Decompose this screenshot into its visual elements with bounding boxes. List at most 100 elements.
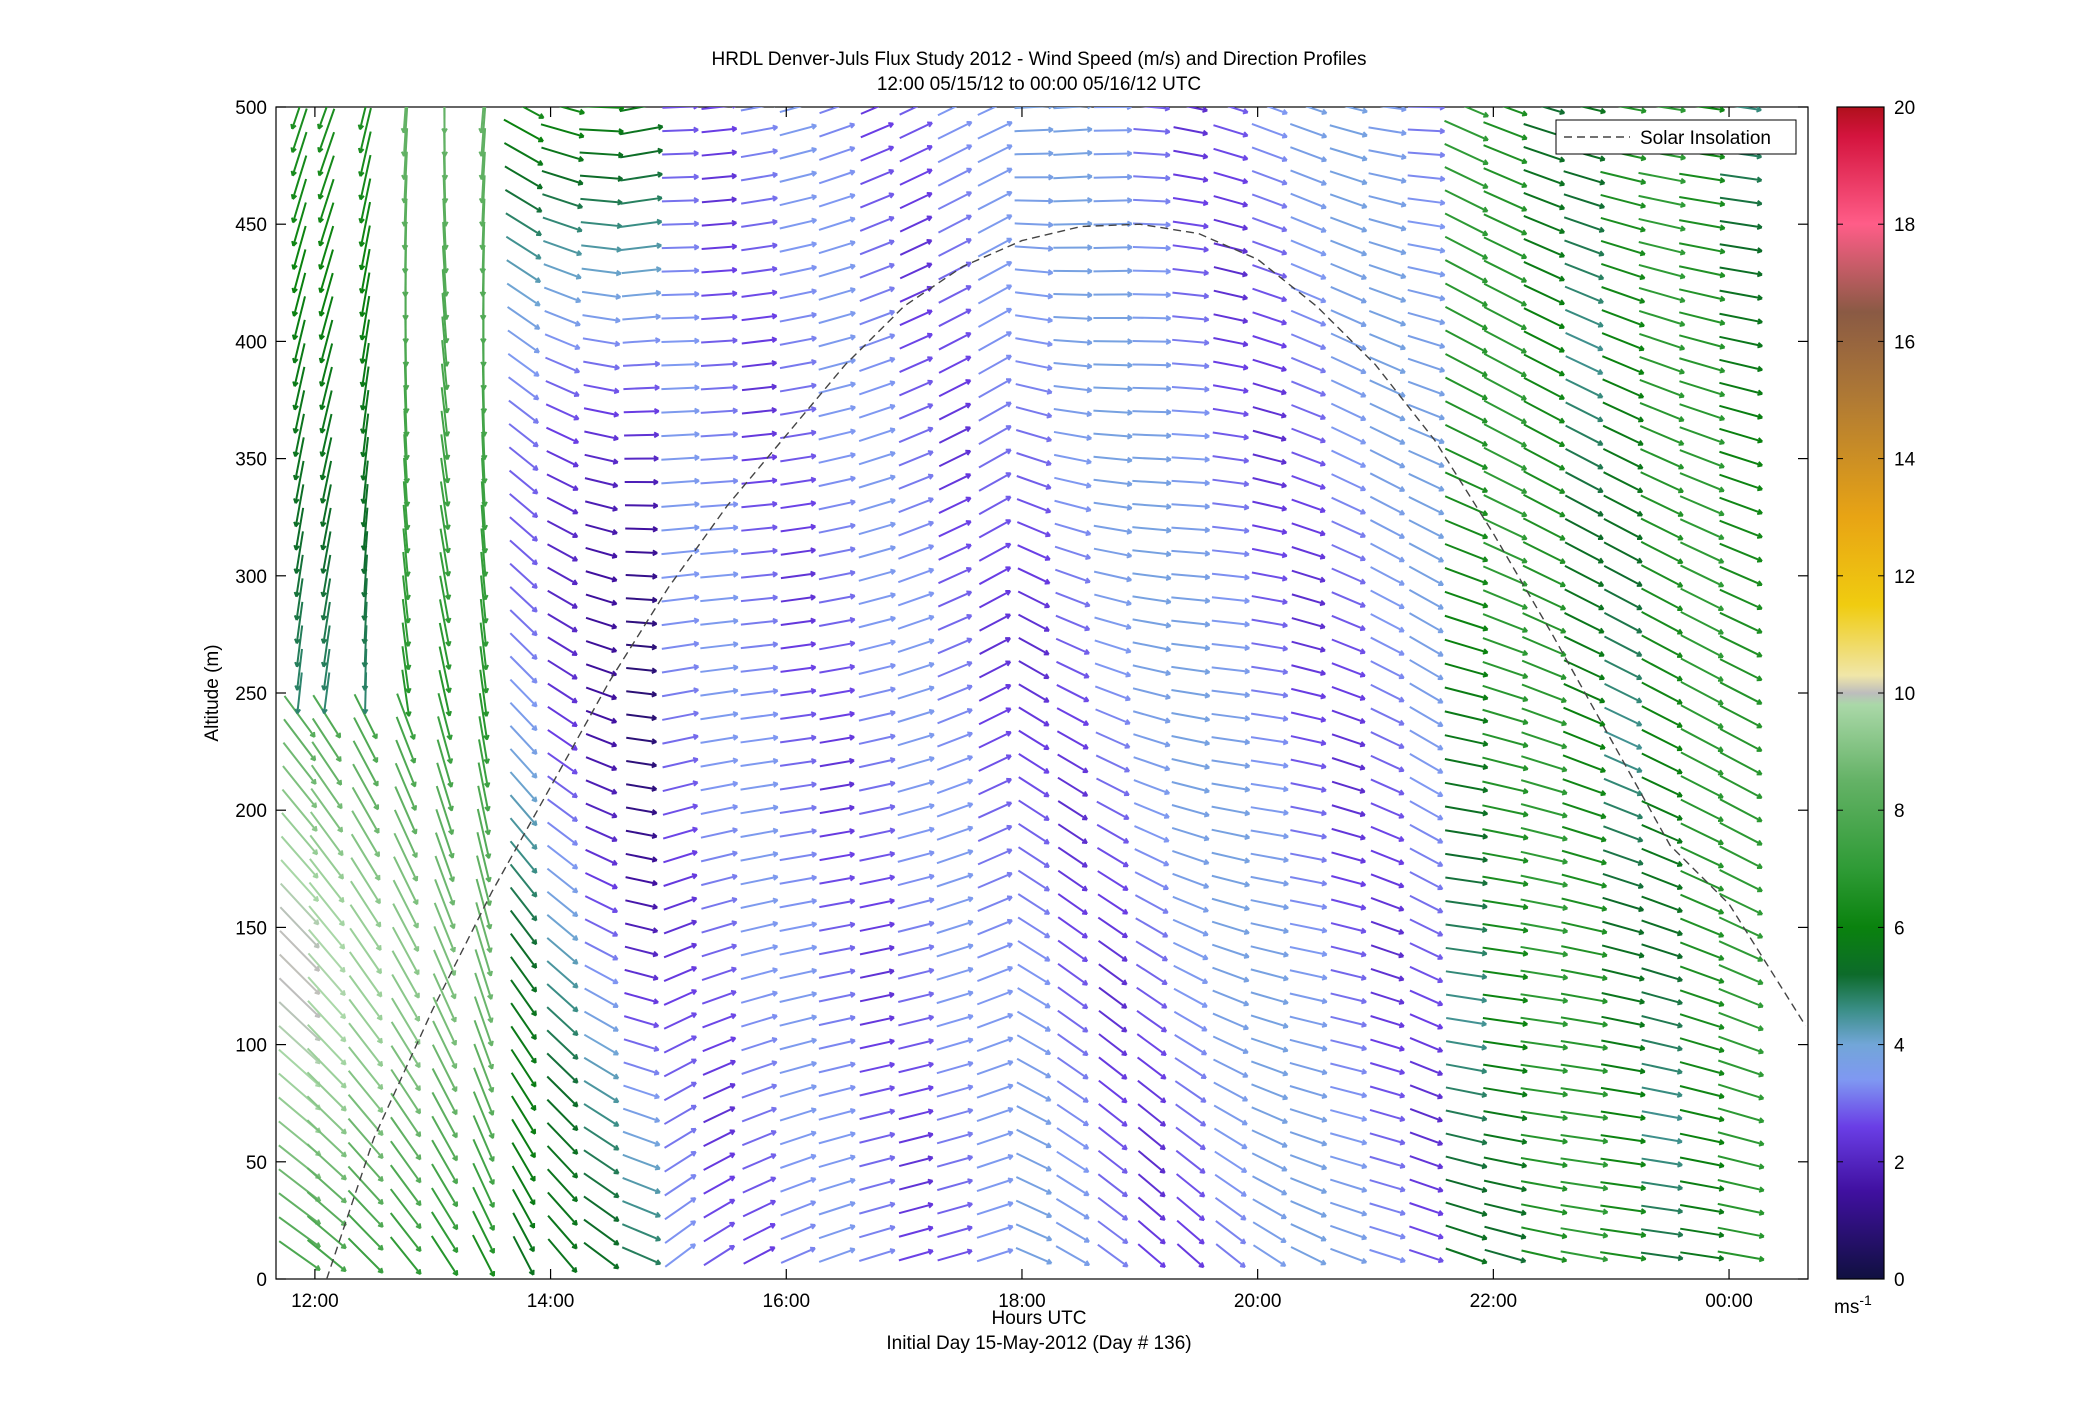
wind-arrow — [1482, 613, 1528, 633]
wind-arrow — [622, 1107, 661, 1124]
wind-arrow — [1719, 845, 1763, 869]
wind-arrow — [1523, 400, 1565, 424]
wind-arrow — [391, 950, 420, 999]
wind-arrow — [1483, 236, 1528, 260]
wind-arrow — [1445, 1063, 1488, 1075]
wind-arrow — [741, 1013, 778, 1028]
wind-arrow — [780, 1153, 817, 1169]
wind-arrow — [623, 360, 661, 368]
wind-arrow — [978, 707, 1012, 726]
wind-arrow — [1520, 1110, 1568, 1122]
wind-arrow — [1680, 798, 1724, 822]
wind-arrow — [859, 944, 895, 956]
wind-arrow — [389, 1164, 422, 1207]
wind-arrow — [1563, 683, 1606, 704]
wind-arrow — [1172, 895, 1209, 913]
wind-arrow — [858, 380, 896, 396]
wind-arrow — [818, 1038, 856, 1050]
wind-arrow — [1093, 338, 1133, 345]
wind-arrow — [1446, 1016, 1487, 1027]
wind-arrow — [1017, 544, 1051, 561]
wind-arrow — [1520, 1087, 1568, 1098]
wind-arrow — [1098, 1009, 1128, 1033]
wind-arrow — [578, 107, 625, 112]
wind-arrow — [818, 146, 856, 161]
wind-arrow — [1639, 355, 1685, 375]
wind-arrow — [818, 968, 856, 979]
wind-arrow — [661, 663, 700, 674]
wind-arrow — [478, 716, 490, 765]
wind-arrow — [1719, 289, 1763, 301]
wind-arrow — [977, 190, 1013, 211]
wind-arrow — [938, 402, 972, 421]
wind-arrow — [858, 757, 896, 769]
wind-arrow — [858, 427, 896, 442]
wind-arrow — [1641, 728, 1683, 752]
wind-arrow — [1015, 1199, 1053, 1219]
wind-arrow — [818, 1014, 856, 1027]
wind-arrow — [1600, 216, 1646, 233]
wind-arrow — [1018, 660, 1050, 680]
wind-arrow — [392, 879, 419, 929]
wind-arrow — [505, 212, 542, 237]
wind-arrow — [663, 873, 698, 887]
wind-arrow — [1290, 1246, 1327, 1266]
wind-arrow — [1407, 107, 1445, 111]
wind-arrow — [547, 729, 578, 751]
wind-arrow — [1132, 479, 1172, 487]
wind-arrow — [1329, 1178, 1368, 1193]
wind-arrow — [937, 590, 973, 608]
wind-arrow — [978, 495, 1012, 516]
wind-arrow — [1132, 687, 1171, 700]
wind-arrow — [898, 1202, 934, 1215]
wind-arrow — [292, 413, 305, 458]
wind-arrow — [1560, 1087, 1609, 1098]
wind-arrow — [1694, 107, 1725, 113]
wind-arrow — [859, 1038, 895, 1050]
wind-arrow — [898, 1131, 934, 1144]
wind-arrow — [293, 531, 304, 574]
wind-arrow — [474, 925, 493, 977]
wind-arrow — [1057, 893, 1088, 916]
wind-arrow — [976, 989, 1014, 1006]
wind-arrow — [1409, 989, 1444, 1007]
wind-arrow — [547, 589, 578, 609]
wind-arrow — [579, 174, 624, 182]
wind-arrow — [937, 1201, 973, 1215]
wind-arrow — [859, 851, 896, 862]
wind-arrow — [1291, 617, 1326, 630]
wind-arrow — [1520, 993, 1569, 1004]
wind-arrow — [1641, 705, 1683, 728]
wind-arrow — [625, 876, 658, 887]
wind-arrow — [1174, 1080, 1207, 1103]
wind-arrow — [1212, 384, 1249, 394]
wind-arrow — [937, 660, 973, 678]
wind-arrow — [1132, 432, 1172, 440]
wind-arrow — [741, 289, 778, 298]
wind-arrow — [1211, 874, 1250, 888]
wind-arrow — [393, 856, 419, 906]
wind-arrow — [978, 425, 1012, 446]
wind-arrow — [1330, 1015, 1367, 1028]
wind-arrow — [937, 107, 958, 117]
wind-arrow — [1445, 923, 1488, 934]
wind-arrow — [282, 742, 317, 785]
wind-arrow — [511, 1165, 536, 1206]
wind-arrow — [1017, 590, 1051, 609]
wind-arrow — [741, 430, 778, 438]
wind-arrow — [1250, 899, 1289, 911]
wind-arrow — [818, 428, 856, 441]
wind-arrow — [1679, 172, 1726, 184]
wind-arrow — [1098, 1033, 1128, 1057]
wind-arrow — [1289, 922, 1328, 934]
wind-arrow — [1679, 403, 1726, 422]
wind-arrow — [431, 1068, 458, 1116]
wind-arrow — [585, 802, 618, 819]
wind-arrow — [392, 903, 420, 953]
wind-arrow — [1132, 572, 1172, 582]
wind-arrow — [1290, 262, 1327, 280]
wind-arrow — [741, 1129, 777, 1147]
wind-arrow — [509, 632, 538, 660]
wind-arrow — [1185, 107, 1208, 113]
wind-arrow — [1093, 501, 1133, 511]
